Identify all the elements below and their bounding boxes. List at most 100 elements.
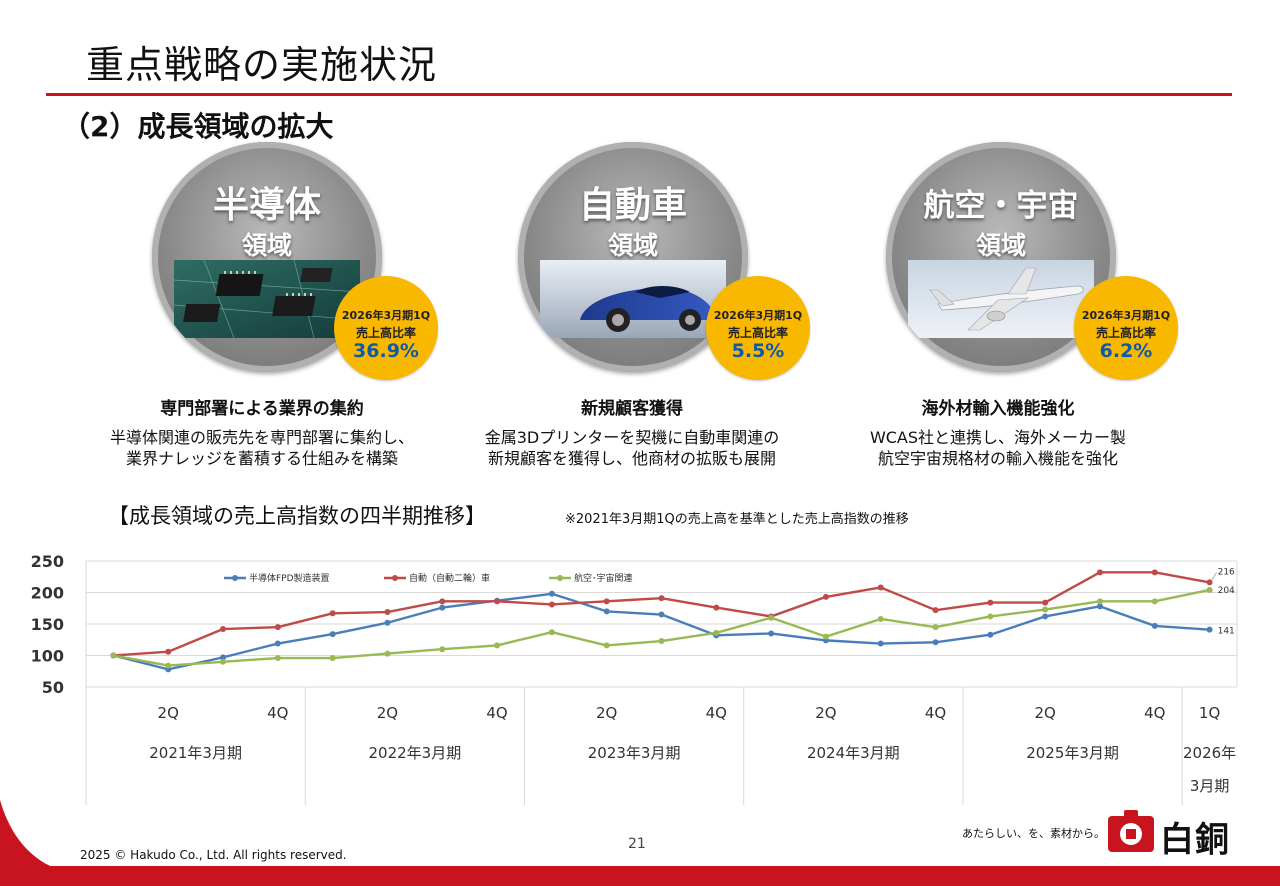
series-end-label: 216 [1218,567,1235,577]
data-point [1151,569,1158,576]
fiscal-year-label: 2025年3月期 [1026,744,1119,762]
domain-name: 航空・宇宙 [923,188,1079,224]
data-point [548,601,555,608]
desc-line: 金属3Dプリンターを契機に自動車関連の [484,428,780,447]
data-point [548,629,555,636]
footer-bar [0,866,1280,886]
badge-label: 売上高比率 [355,326,416,340]
badge-period: 2026年3月期1Q [341,309,431,322]
desc-line: 半導体関連の販売先を専門部署に集約し、 [109,428,414,447]
data-point [494,598,501,605]
x-quarter-label: 2Q [596,704,617,722]
data-point [603,642,610,649]
data-point [220,626,227,633]
data-point [822,633,829,640]
data-point [932,624,939,631]
data-point [603,608,610,615]
data-point [877,615,884,622]
x-quarter-label: 4Q [1144,704,1165,722]
domain-sub: 領域 [607,231,658,260]
domain-sub: 領域 [975,231,1026,260]
strategy-title-aerospace: 海外材輸入機能強化 [921,399,1075,419]
badge-label: 売上高比率 [1095,326,1156,340]
data-point [110,652,117,659]
legend-marker [232,575,238,581]
strategy-desc-automotive: 金属3Dプリンターを契機に自動車関連の 新規顧客を獲得し、他商材の拡販も展開 [442,427,822,469]
data-point [658,638,665,645]
data-point [1096,603,1103,610]
desc-line: 業界ナレッジを蓄積する仕組みを構築 [125,449,398,468]
series-end-label: 141 [1218,627,1235,637]
data-point [165,648,172,655]
domain-name: 半導体 [212,185,321,226]
y-tick-label: 150 [31,615,64,634]
data-point [987,631,994,638]
data-point [439,604,446,611]
chart-title: 【成長領域の売上高指数の四半期推移】 [108,504,486,528]
domain-sub: 領域 [241,231,292,260]
x-quarter-label: 4Q [925,704,946,722]
corner-swoosh-decoration [0,800,60,870]
section-title: （2）成長領域の拡大 [62,110,334,143]
data-point [987,599,994,606]
data-point [1042,613,1049,620]
company-logo-text: 白銅 [1160,820,1230,860]
company-tagline: あたらしい、を、素材から。 [962,827,1105,840]
data-point [220,658,227,665]
x-quarter-label: 2Q [815,704,836,722]
page-number: 21 [628,836,646,852]
data-point [932,607,939,614]
x-quarter-label: 4Q [267,704,288,722]
data-point [274,655,281,662]
y-tick-label: 250 [31,552,64,571]
blue-car-photo-icon [540,260,726,338]
sales-index-line-chart: 50 100 150 200 250 2Q 4Q 2Q 4Q 2Q 4Q 2Q 4Q 2Q 4Q 1Q 2021… [31,552,1238,805]
data-point [1206,579,1213,586]
x-quarter-label: 2Q [377,704,398,722]
page-title: 重点戦略の実施状況 [86,43,438,87]
data-point [768,630,775,637]
data-point [713,629,720,636]
badge-period: 2026年3月期1Q [713,309,803,322]
title-divider [46,93,1232,96]
data-point [1151,622,1158,629]
data-point [1206,586,1213,593]
data-point [548,590,555,597]
strategy-title-semiconductor: 専門部署による業界の集約 [160,399,364,419]
legend-marker [392,575,398,581]
data-point [1096,598,1103,605]
data-point [384,609,391,616]
data-point [768,614,775,621]
data-point [1206,626,1213,633]
fiscal-year-label: 2022年3月期 [368,744,461,762]
x-quarter-label: 2Q [158,704,179,722]
desc-line: WCAS社と連携し、海外メーカー製 [869,428,1127,447]
data-point [658,595,665,602]
y-tick-label: 100 [31,647,64,666]
data-point [274,640,281,647]
badge-period: 2026年3月期1Q [1081,309,1171,322]
desc-line: 航空宇宙規格材の輸入機能を強化 [877,449,1118,468]
sales-ratio-badge: 2026年3月期1Q 売上高比率 6.2% [1074,276,1178,380]
strategy-desc-semiconductor: 半導体関連の販売先を専門部署に集約し、 業界ナレッジを蓄積する仕組みを構築 [72,427,452,469]
strategy-desc-aerospace: WCAS社と連携し、海外メーカー製 航空宇宙規格材の輸入機能を強化 [808,427,1188,469]
data-point [713,604,720,611]
end-label-leader [1211,572,1217,581]
badge-label: 売上高比率 [727,326,788,340]
fiscal-year-label-line2: 3月期 [1190,777,1230,795]
data-point [1042,606,1049,613]
data-point [329,631,336,638]
data-point [329,655,336,662]
x-quarter-label: 1Q [1199,704,1220,722]
sales-ratio-badge: 2026年3月期1Q 売上高比率 36.9% [334,276,438,380]
data-point [165,662,172,669]
data-point [494,642,501,649]
domain-name: 自動車 [578,185,687,226]
badge-value: 6.2% [1099,340,1153,362]
airplane-photo-icon [908,260,1094,338]
data-point [1096,569,1103,576]
fiscal-year-label: 2023年3月期 [588,744,681,762]
badge-value: 36.9% [353,340,419,362]
x-quarter-label: 2Q [1034,704,1055,722]
copyright: 2025 © Hakudo Co., Ltd. All rights reser… [80,848,347,862]
